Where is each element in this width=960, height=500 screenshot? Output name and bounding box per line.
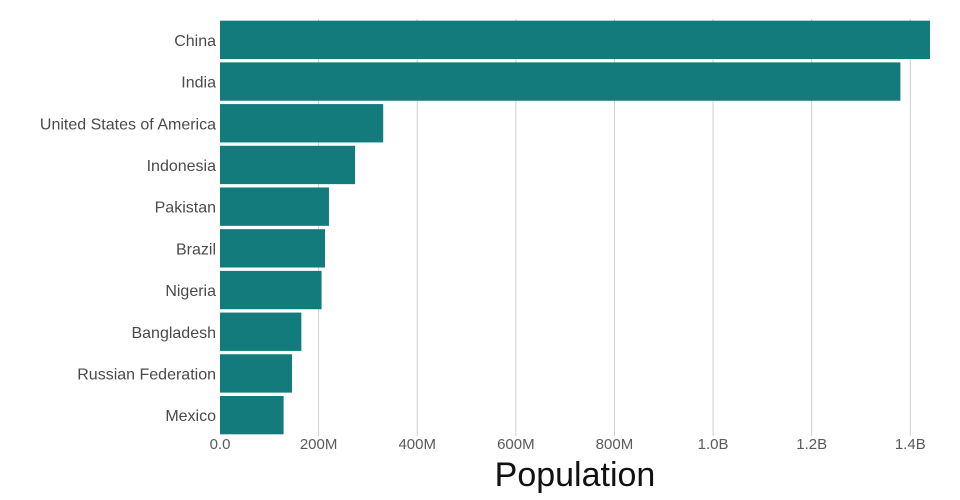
bar-china: [220, 20, 930, 60]
x-tick-label: 800M: [596, 436, 634, 453]
x-tick-label: 1.2B: [796, 436, 827, 453]
category-label: United States of America: [40, 116, 216, 133]
category-label: Mexico: [165, 408, 216, 425]
category-labels: China India United States of America Indone…: [40, 33, 216, 425]
category-label: Bangladesh: [131, 325, 216, 342]
x-tick-label: 0.0: [210, 436, 231, 453]
category-label: India: [181, 75, 216, 92]
bar-nigeria: [220, 270, 322, 310]
bar-pakistan: [220, 187, 329, 226]
bar-india: [220, 62, 901, 101]
bar-united-states-of-america: [220, 104, 384, 143]
x-axis-title: Population: [495, 456, 656, 494]
category-label: Indonesia: [147, 158, 216, 175]
bars: [220, 20, 930, 435]
x-tick-label: 1.0B: [698, 436, 729, 453]
category-label: Pakistan: [155, 200, 216, 217]
x-tick-labels: 0.0 200M 400M 600M 800M 1.0B 1.2B 1.4B: [210, 436, 926, 453]
category-label: Russian Federation: [77, 366, 216, 383]
category-label: China: [174, 33, 216, 50]
bar-indonesia: [220, 145, 356, 185]
category-label: Nigeria: [165, 283, 216, 300]
bar-mexico: [220, 395, 284, 435]
category-label: Brazil: [176, 241, 216, 258]
x-tick-label: 1.4B: [895, 436, 926, 453]
bar-russian-federation: [220, 354, 292, 393]
x-tick-label: 200M: [300, 436, 338, 453]
x-tick-label: 600M: [497, 436, 535, 453]
x-tick-label: 400M: [398, 436, 436, 453]
bar-brazil: [220, 229, 326, 268]
bar-bangladesh: [220, 312, 302, 351]
